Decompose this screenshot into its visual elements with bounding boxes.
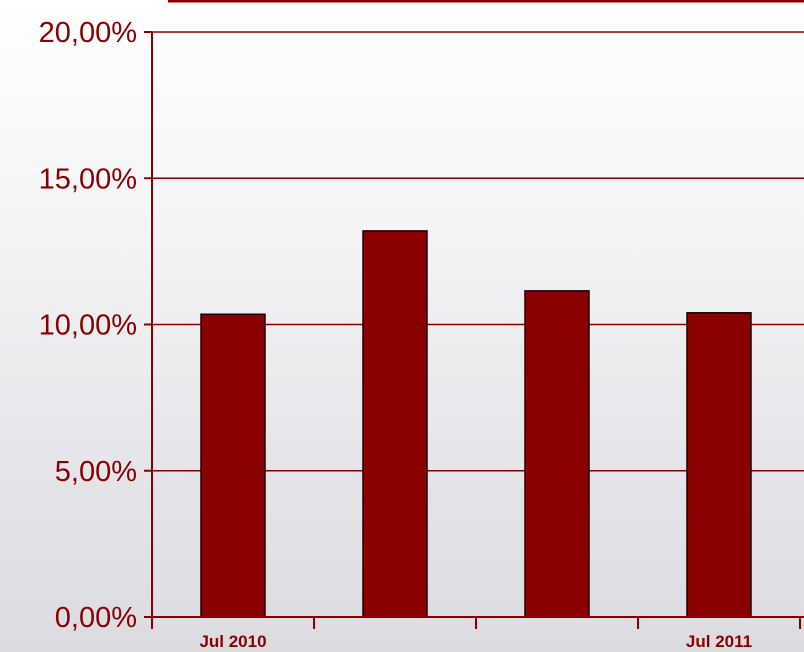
bar	[200, 313, 266, 618]
x-tick-label: Jul 2010	[199, 632, 266, 651]
bar	[686, 312, 752, 618]
x-tick-labels: Jul 2010 Jul 2011	[199, 632, 752, 651]
axes	[144, 0, 804, 629]
x-tick-label: Jul 2011	[686, 632, 752, 651]
bar	[362, 230, 428, 618]
bar	[524, 290, 590, 618]
y-tick-label: 15,00%	[39, 163, 137, 195]
y-tick-label: 0,00%	[55, 602, 137, 634]
y-tick-label: 20,00%	[39, 17, 137, 49]
y-tick-labels: 0,00% 5,00% 10,00% 15,00% 20,00%	[39, 17, 137, 634]
y-tick-label: 10,00%	[39, 310, 137, 342]
bars	[200, 230, 752, 618]
y-tick-label: 5,00%	[55, 456, 137, 488]
